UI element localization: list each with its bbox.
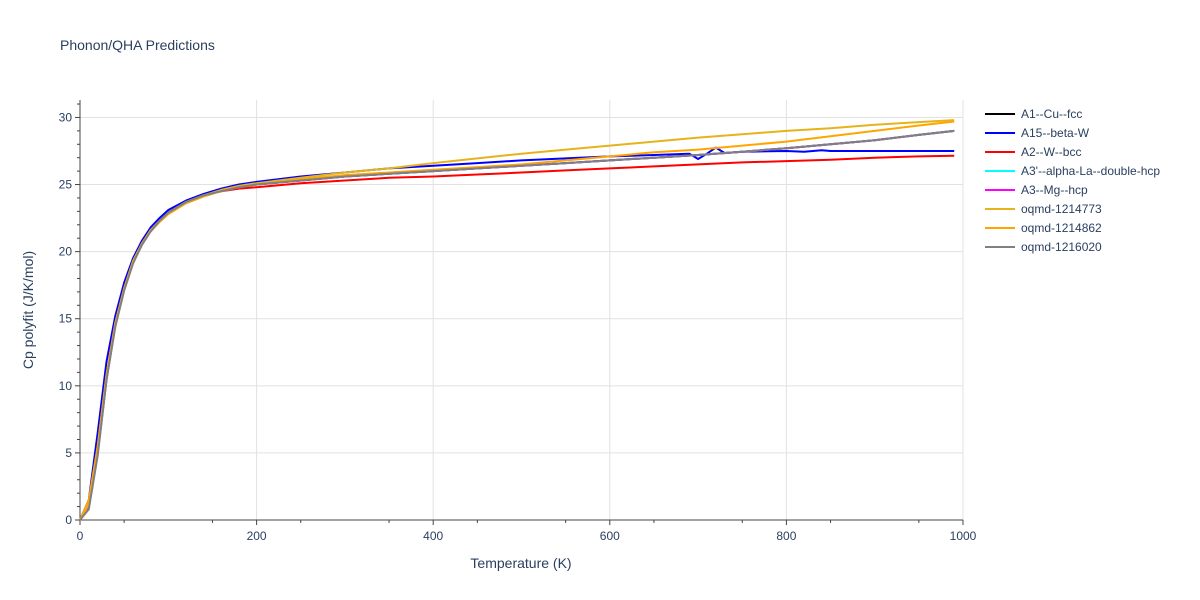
legend-item-0[interactable]: A1--Cu--fcc — [985, 107, 1082, 121]
legend-item-3[interactable]: A3'--alpha-La--double-hcp — [985, 164, 1160, 178]
grid — [80, 100, 964, 520]
x-axis-title: Temperature (K) — [470, 555, 571, 571]
series-line-2 — [79, 154, 955, 521]
legend-label: A3--Mg--hcp — [1021, 183, 1088, 197]
y-tick-label: 0 — [65, 513, 72, 527]
legend[interactable]: A1--Cu--fcc A15--beta-W A2--W--bcc A3'--alp… — [985, 107, 1160, 254]
y-tick-label: 20 — [59, 245, 73, 259]
x-tick-label: 800 — [776, 529, 796, 543]
x-tick-label: 400 — [423, 529, 443, 543]
legend-item-2[interactable]: A2--W--bcc — [985, 145, 1081, 159]
legend-item-5[interactable]: oqmd-1214773 — [985, 202, 1102, 216]
x-tick-label: 600 — [600, 529, 620, 543]
chart-title: Phonon/QHA Predictions — [60, 37, 215, 53]
y-tick-label: 30 — [59, 110, 73, 124]
series-line-1 — [79, 146, 955, 521]
series-line-6 — [79, 120, 955, 521]
legend-label: oqmd-1216020 — [1021, 240, 1102, 254]
legend-label: oqmd-1214773 — [1021, 202, 1102, 216]
x-tick-label: 1000 — [950, 529, 977, 543]
tick-labels: 0 200 400 600 800 1000 0 5 10 15 20 25 30 — [59, 110, 977, 543]
legend-label: A2--W--bcc — [1021, 145, 1081, 159]
plot-area — [79, 119, 955, 521]
legend-item-1[interactable]: A15--beta-W — [985, 126, 1090, 140]
x-tick-label: 0 — [77, 529, 84, 543]
legend-item-4[interactable]: A3--Mg--hcp — [985, 183, 1088, 197]
x-tick-label: 200 — [247, 529, 267, 543]
series-line-5 — [79, 119, 955, 521]
y-axis-title: Cp polyfit (J/K/mol) — [20, 251, 36, 369]
axes — [75, 100, 964, 525]
y-tick-label: 15 — [59, 312, 73, 326]
legend-label: A15--beta-W — [1021, 126, 1090, 140]
series-line-4 — [79, 129, 955, 521]
legend-label: A1--Cu--fcc — [1021, 107, 1082, 121]
y-tick-label: 5 — [65, 446, 72, 460]
series-line-0 — [79, 129, 955, 521]
legend-label: oqmd-1214862 — [1021, 221, 1102, 235]
legend-item-6[interactable]: oqmd-1214862 — [985, 221, 1102, 235]
y-tick-label: 10 — [59, 379, 73, 393]
legend-item-7[interactable]: oqmd-1216020 — [985, 240, 1102, 254]
series-line-7 — [79, 129, 955, 521]
legend-label: A3'--alpha-La--double-hcp — [1021, 164, 1160, 178]
series-line-3 — [79, 129, 955, 521]
y-tick-label: 25 — [59, 178, 73, 192]
